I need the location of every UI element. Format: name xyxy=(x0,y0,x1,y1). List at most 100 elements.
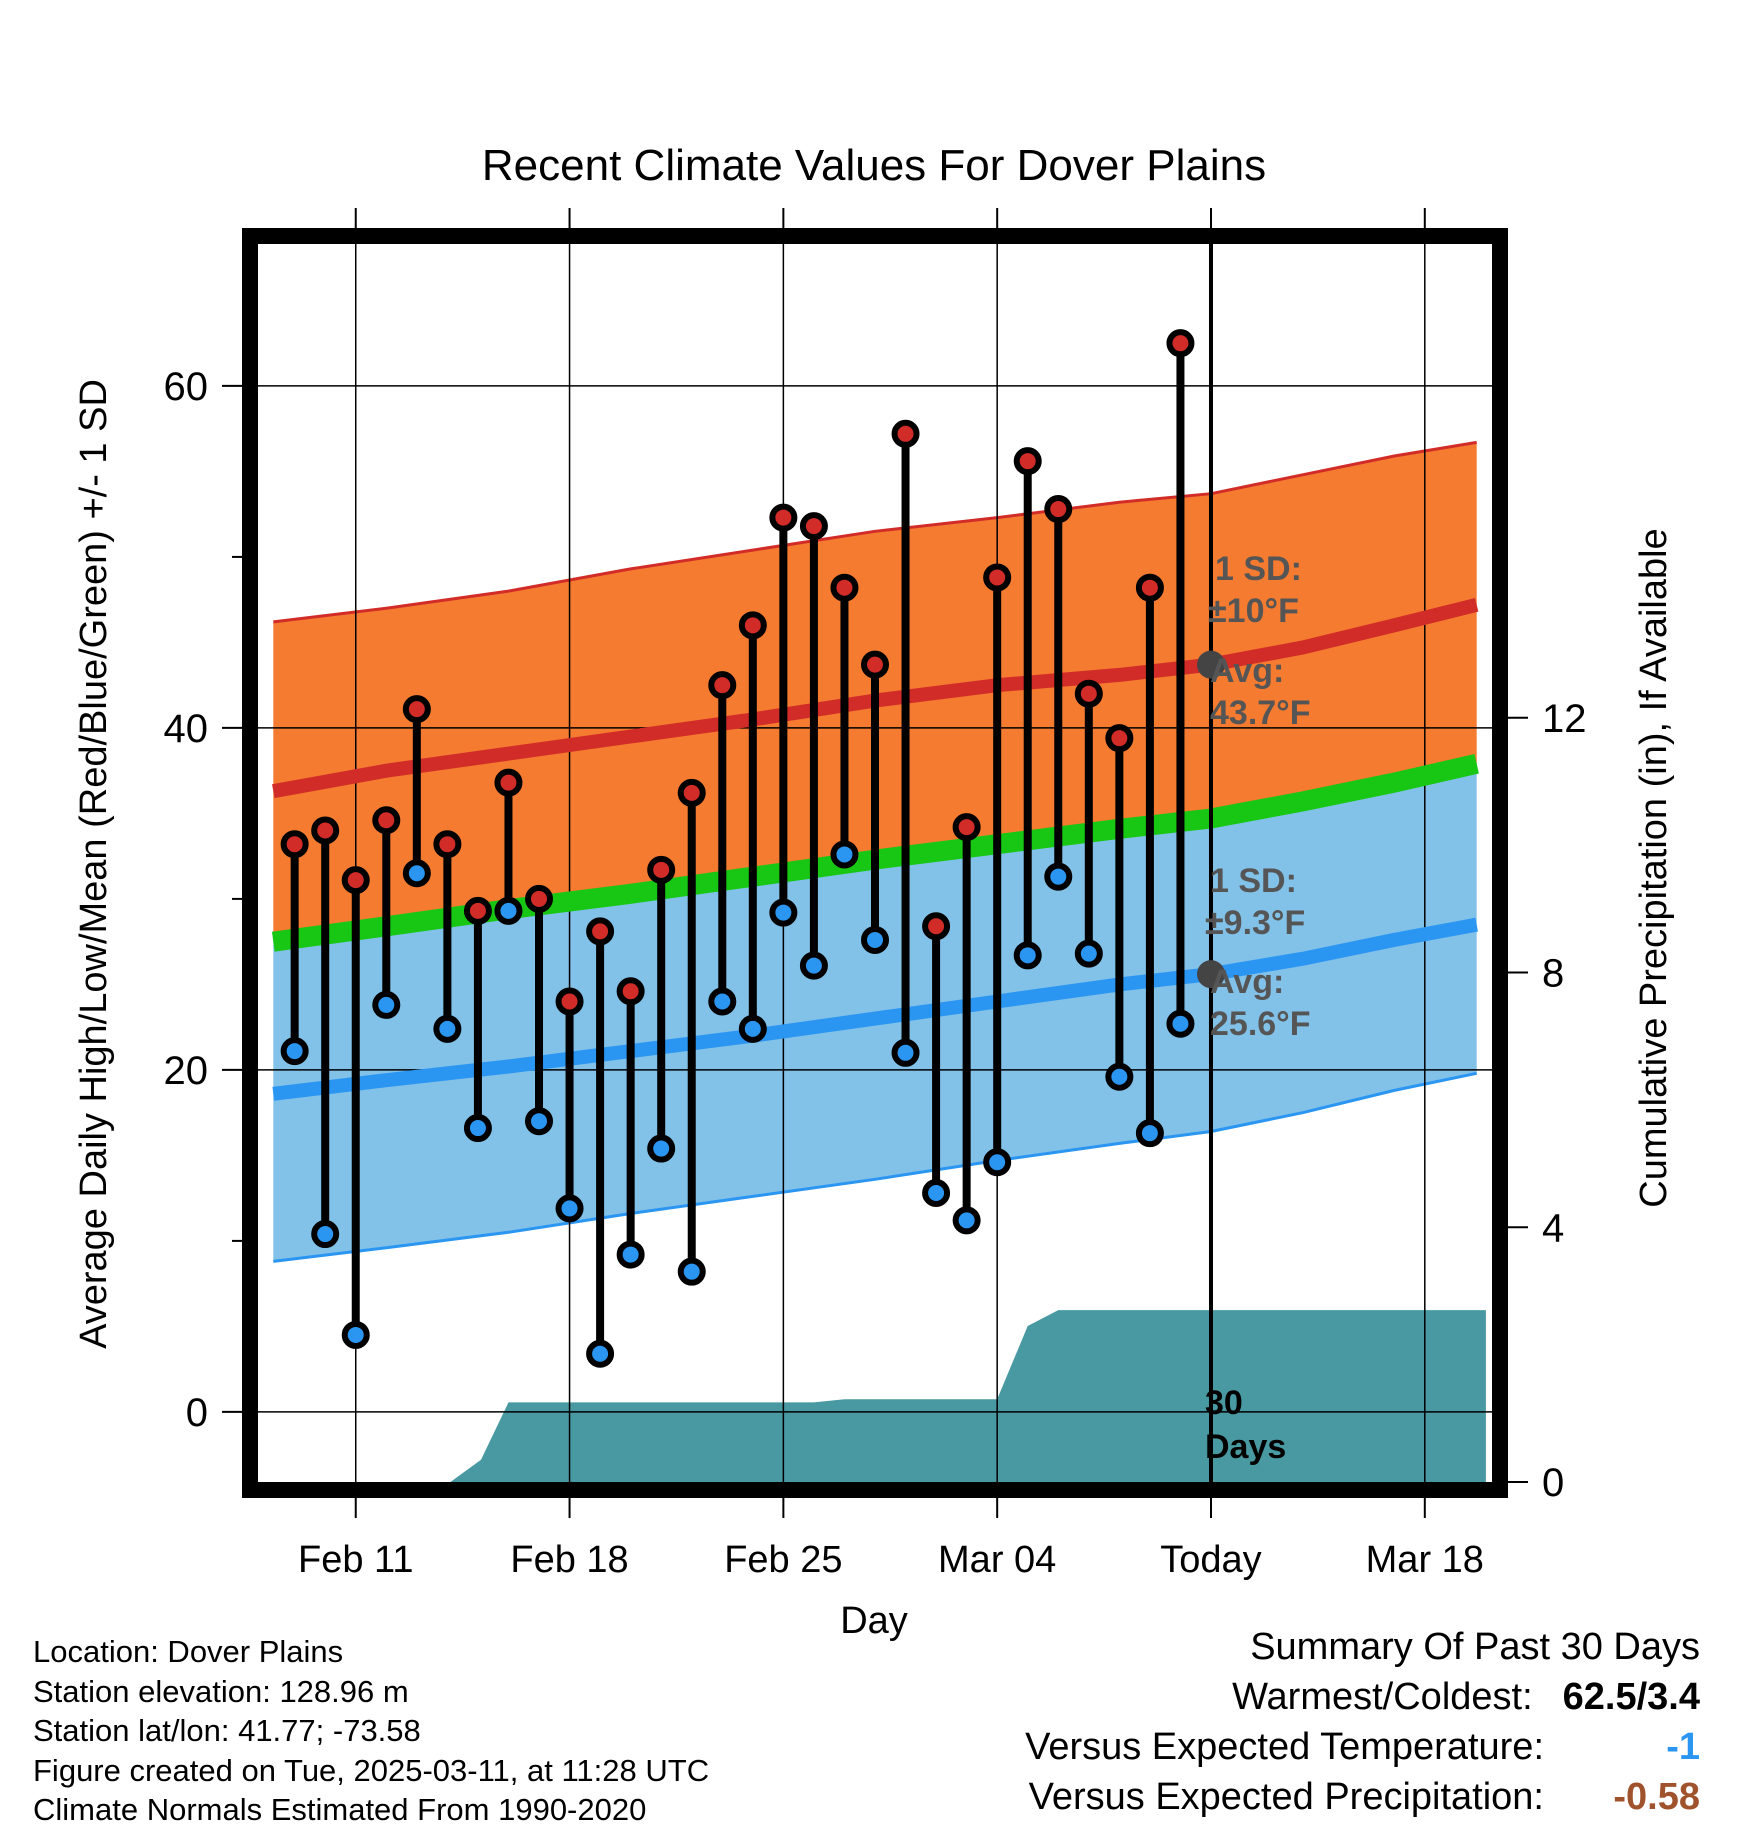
daily-bar xyxy=(463,896,492,1143)
daily-bar xyxy=(677,778,706,1286)
daily-low-marker xyxy=(861,925,889,954)
daily-low-marker xyxy=(1166,1009,1195,1038)
daily-low-marker xyxy=(708,987,737,1016)
daily-low-marker xyxy=(341,1320,370,1349)
daily-low-marker xyxy=(463,1114,492,1143)
daily-low-marker xyxy=(1044,862,1073,891)
elevation-text: Station elevation: 128.96 m xyxy=(33,1673,409,1709)
daily-bar xyxy=(525,884,554,1136)
daily-high-marker xyxy=(799,512,828,541)
daily-high-marker xyxy=(1074,679,1103,708)
days-window-label: 30 Days xyxy=(1205,1384,1286,1466)
daily-high-marker xyxy=(341,866,370,895)
daily-high-marker xyxy=(586,917,615,946)
daily-bar xyxy=(830,573,859,869)
temp-anomaly-value: -1 xyxy=(1666,1726,1700,1768)
normals-text: Climate Normals Estimated From 1990-2020 xyxy=(33,1792,647,1827)
daily-low-marker xyxy=(1105,1062,1134,1091)
daily-high-marker xyxy=(555,987,584,1016)
daily-high-marker xyxy=(769,503,798,532)
daily-high-marker xyxy=(677,778,706,807)
y-tick-label: 60 xyxy=(164,365,209,409)
days-label-line: Days xyxy=(1205,1428,1286,1466)
y-right-tick-label: 8 xyxy=(1542,952,1564,996)
daily-bar xyxy=(311,816,340,1249)
latlon-text: Station lat/lon: 41.77; -73.58 xyxy=(33,1713,421,1748)
daily-bar xyxy=(1105,724,1134,1091)
x-tick-label: Feb 18 xyxy=(510,1539,628,1581)
daily-high-marker xyxy=(433,830,462,859)
location-text: Location: Dover Plains xyxy=(33,1634,344,1669)
daily-high-marker xyxy=(922,912,951,941)
daily-low-marker xyxy=(922,1179,951,1208)
daily-bar xyxy=(494,768,523,925)
daily-high-marker xyxy=(1166,329,1195,358)
daily-low-marker xyxy=(372,990,401,1019)
daily-bar xyxy=(861,650,889,954)
chart-text: Recent Climate Values For Dover Plains D… xyxy=(73,141,1675,1642)
temp-anomaly-row: Versus Expected Temperature: -1 xyxy=(1025,1722,1700,1772)
daily-high-marker xyxy=(311,816,340,845)
x-tick-label: Today xyxy=(1160,1539,1261,1581)
daily-bar xyxy=(1166,329,1195,1038)
daily-bar xyxy=(891,419,920,1067)
station-info: Location: Dover Plains Station elevation… xyxy=(33,1632,709,1830)
chart-title: Recent Climate Values For Dover Plains xyxy=(482,141,1266,190)
y-tick-label: 20 xyxy=(164,1049,209,1093)
daily-high-marker xyxy=(1135,573,1164,602)
high-upper-line xyxy=(273,440,1477,624)
low-avg-label: Avg: xyxy=(1210,963,1284,1001)
x-tick-label: Feb 25 xyxy=(724,1539,842,1581)
daily-high-marker xyxy=(708,671,737,700)
daily-bar xyxy=(1135,573,1164,1148)
created-text: Figure created on Tue, 2025-03-11, at 11… xyxy=(33,1752,710,1788)
temp-anomaly-label: Versus Expected Temperature: xyxy=(1025,1726,1544,1768)
y-right-tick-label: 12 xyxy=(1542,697,1587,741)
high-avg-value: 43.7°F xyxy=(1210,694,1311,732)
daily-high-marker xyxy=(280,830,309,859)
today-low-avg-marker xyxy=(1196,960,1225,989)
summary-panel: Summary Of Past 30 Days Warmest/Coldest:… xyxy=(1025,1622,1700,1822)
high-avg-line xyxy=(272,598,1479,799)
daily-low-marker xyxy=(616,1240,645,1269)
daily-temperature-bars xyxy=(280,329,1195,1368)
daily-high-marker xyxy=(372,806,401,835)
low-sd-label: 1 SD: xyxy=(1210,862,1297,900)
daily-bar xyxy=(1044,495,1073,891)
daily-bar xyxy=(708,671,737,1016)
daily-low-marker xyxy=(1074,939,1103,968)
daily-low-marker xyxy=(983,1148,1012,1177)
daily-high-marker xyxy=(494,768,523,797)
today-high-avg-marker xyxy=(1196,650,1225,679)
precip-anomaly-row: Versus Expected Precipitation: -0.58 xyxy=(1025,1772,1700,1822)
daily-high-marker xyxy=(952,813,981,842)
plot-border xyxy=(242,228,1508,1498)
daily-high-marker xyxy=(861,650,889,679)
x-tick-label: Feb 11 xyxy=(298,1539,413,1581)
daily-bar xyxy=(341,866,370,1349)
daily-bar xyxy=(1074,679,1103,968)
x-axis-label: Day xyxy=(840,1600,908,1642)
daily-low-marker xyxy=(494,896,523,925)
x-tick-label: Mar 04 xyxy=(938,1539,1056,1581)
daily-low-marker xyxy=(402,859,431,888)
warmest-coldest-value: 62.5/3.4 xyxy=(1562,1676,1700,1718)
low-avg-value: 25.6°F xyxy=(1210,1005,1311,1043)
daily-low-marker xyxy=(891,1038,920,1067)
daily-high-marker xyxy=(647,855,676,884)
daily-low-marker xyxy=(280,1037,309,1066)
daily-bar xyxy=(555,987,584,1223)
daily-bar xyxy=(647,855,676,1163)
y-right-tick-label: 0 xyxy=(1542,1461,1564,1505)
daily-low-marker xyxy=(677,1257,706,1286)
cumulative-precip-fill xyxy=(264,1310,1486,1482)
days-label-line: 30 xyxy=(1205,1384,1243,1422)
daily-bar xyxy=(372,806,401,1019)
daily-high-marker xyxy=(891,419,920,448)
precip-anomaly-label: Versus Expected Precipitation: xyxy=(1028,1776,1544,1818)
daily-low-marker xyxy=(769,898,798,927)
daily-low-marker xyxy=(952,1206,981,1235)
x-tick-label: Mar 18 xyxy=(1366,1539,1484,1581)
high-avg-label: Avg: xyxy=(1210,652,1284,690)
